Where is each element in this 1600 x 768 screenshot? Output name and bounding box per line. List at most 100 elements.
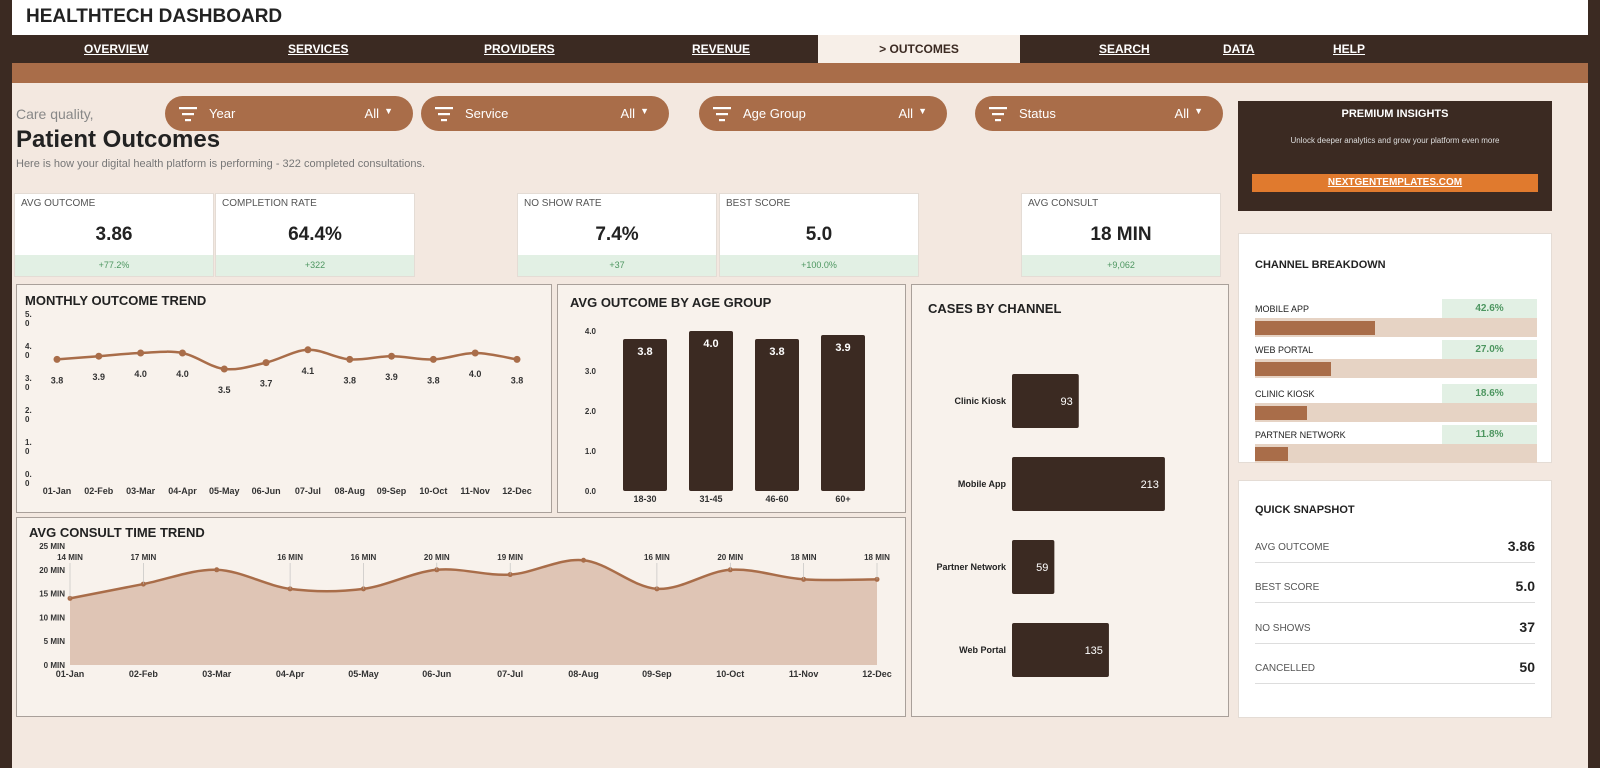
channel-breakdown-panel: CHANNEL BREAKDOWN MOBILE APP 42.6% WEB P… (1238, 233, 1552, 463)
data-label: 18 MIN (791, 553, 817, 562)
y-tick-label: 15 MIN (39, 590, 65, 599)
data-label: 3.8 (637, 346, 652, 358)
kpi-label: AVG CONSULT (1028, 198, 1099, 209)
x-tick-label: 18-30 (633, 494, 656, 504)
consult-time-chart: 25 MIN 20 MIN 15 MIN 10 MIN 5 MIN 0 MIN 14 MIN… (39, 542, 892, 679)
kpi-avg-outcome: AVG OUTCOME 3.86 +77.2% (14, 193, 214, 277)
x-tick-label: 02-Feb (129, 669, 159, 679)
chart-title: MONTHLY OUTCOME TREND (25, 293, 207, 308)
filter-icon (989, 107, 1007, 122)
data-point (513, 355, 521, 363)
x-tick-label: 07-Jul (295, 486, 321, 496)
data-label: 18 MIN (864, 553, 890, 562)
y-tick-label: 4.0 (585, 327, 597, 336)
channel-row: WEB PORTAL 27.0% (1255, 340, 1537, 378)
data-point (220, 365, 228, 373)
snapshot-label: AVG OUTCOME (1255, 542, 1330, 553)
filter-value: All (620, 106, 635, 121)
channel-pct: 11.8% (1442, 425, 1537, 444)
data-point (581, 557, 587, 563)
series-line (56, 348, 518, 371)
tab-revenue[interactable]: REVENUE (692, 42, 751, 56)
data-label: 213 (1141, 479, 1159, 491)
y-tick-label: 0.0 (585, 487, 597, 496)
x-tick-label: 01-Jan (56, 669, 85, 679)
channel-fill (1255, 362, 1332, 376)
x-tick-label: 60+ (835, 494, 850, 504)
y-tick-label: 25 MIN (39, 542, 65, 551)
snapshot-value: 3.86 (1507, 538, 1535, 554)
snapshot-label: BEST SCORE (1255, 582, 1320, 593)
x-tick-label: 11-Nov (789, 669, 819, 679)
data-label: 16 MIN (277, 553, 303, 562)
filter-label: Service (465, 106, 509, 121)
tab-overview[interactable]: OVERVIEW (84, 42, 149, 56)
tab-outcomes[interactable]: > OUTCOMES (818, 35, 1020, 63)
y-tick-label: 1.0 (25, 438, 32, 456)
data-point (262, 359, 270, 367)
chart-title: AVG CONSULT TIME TREND (29, 525, 205, 540)
x-tick-label: 09-Sep (642, 669, 672, 679)
chart-title: AVG OUTCOME BY AGE GROUP (570, 295, 772, 310)
channel-pct: 42.6% (1442, 299, 1537, 318)
tab-data[interactable]: DATA (1223, 42, 1255, 56)
y-tick-label: 10 MIN (39, 613, 65, 622)
page-eyebrow: Care quality, (16, 106, 94, 122)
data-label: 3.8 (769, 346, 784, 358)
premium-link-button[interactable]: NEXTGENTEMPLATES.COM (1252, 174, 1538, 192)
x-tick-label: 12-Dec (502, 486, 532, 496)
x-tick-label: 11-Nov (460, 486, 490, 496)
kpi-label: NO SHOW RATE (524, 198, 602, 209)
filter-status[interactable]: Status All ▼ (975, 96, 1223, 131)
x-tick-label: 01-Jan (43, 486, 72, 496)
x-tick-label: 05-May (348, 669, 379, 679)
left-frame (0, 0, 12, 768)
channel-row: CLINIC KIOSK 18.6% (1255, 384, 1537, 422)
y-tick-label: 0 MIN (44, 661, 66, 670)
channel-pct: 18.6% (1442, 384, 1537, 403)
kpi-value: 5.0 (805, 224, 833, 245)
bar (755, 339, 799, 491)
bar (1012, 540, 1055, 594)
tab-search[interactable]: SEARCH (1099, 42, 1150, 56)
data-label: 3.7 (260, 379, 273, 389)
caret-down-icon: ▼ (918, 106, 927, 116)
data-label: 16 MIN (351, 553, 377, 562)
tab-help[interactable]: HELP (1333, 42, 1366, 56)
filter-age-group[interactable]: Age Group All ▼ (699, 96, 947, 131)
x-tick-label: 46-60 (765, 494, 788, 504)
snapshot-row: NO SHOWS 37 (1255, 614, 1535, 644)
data-label: 3.5 (218, 385, 231, 395)
filter-service[interactable]: Service All ▼ (421, 96, 669, 131)
age-group-chart: 4.0 3.0 2.0 1.0 0.0 3.8 18-30 4.0 31-45 3.8 46-60 3… (585, 327, 865, 504)
quick-snapshot-panel: QUICK SNAPSHOT AVG OUTCOME 3.86 BEST SCO… (1238, 480, 1552, 718)
age-group-panel: AVG OUTCOME BY AGE GROUP 4.0 3.0 2.0 1.0 0.0… (557, 284, 906, 513)
channel-label: WEB PORTAL (1255, 345, 1314, 355)
x-tick-label: 06-Jun (252, 486, 281, 496)
filter-value: All (898, 106, 913, 121)
kpi-no-show-rate: NO SHOW RATE 7.4% +37 (517, 193, 717, 277)
data-label: 3.8 (511, 375, 524, 385)
kpi-best-score: BEST SCORE 5.0 +100.0% (719, 193, 919, 277)
x-tick-label: 31-45 (699, 494, 722, 504)
bar (821, 335, 865, 491)
kpi-delta: +9,062 (1022, 255, 1220, 276)
data-label: 59 (1036, 562, 1048, 574)
y-tick-label: 5 MIN (44, 637, 66, 646)
tab-services[interactable]: SERVICES (288, 42, 349, 56)
tab-providers[interactable]: PROVIDERS (484, 42, 555, 56)
channel-fill (1255, 321, 1376, 335)
data-label: 17 MIN (130, 553, 156, 562)
caret-down-icon: ▼ (384, 106, 393, 116)
snapshot-label: NO SHOWS (1255, 623, 1311, 634)
bar (689, 331, 733, 491)
kpi-value: 64.4% (288, 224, 342, 245)
data-point (874, 576, 880, 582)
page-subtitle: Here is how your digital health platform… (16, 158, 426, 170)
filter-label: Status (1019, 106, 1056, 121)
data-point (140, 581, 146, 587)
data-label: 3.9 (835, 342, 850, 354)
data-point (801, 576, 807, 582)
x-tick-label: 08-Aug (568, 669, 599, 679)
filter-year[interactable]: Year All ▼ (165, 96, 413, 131)
